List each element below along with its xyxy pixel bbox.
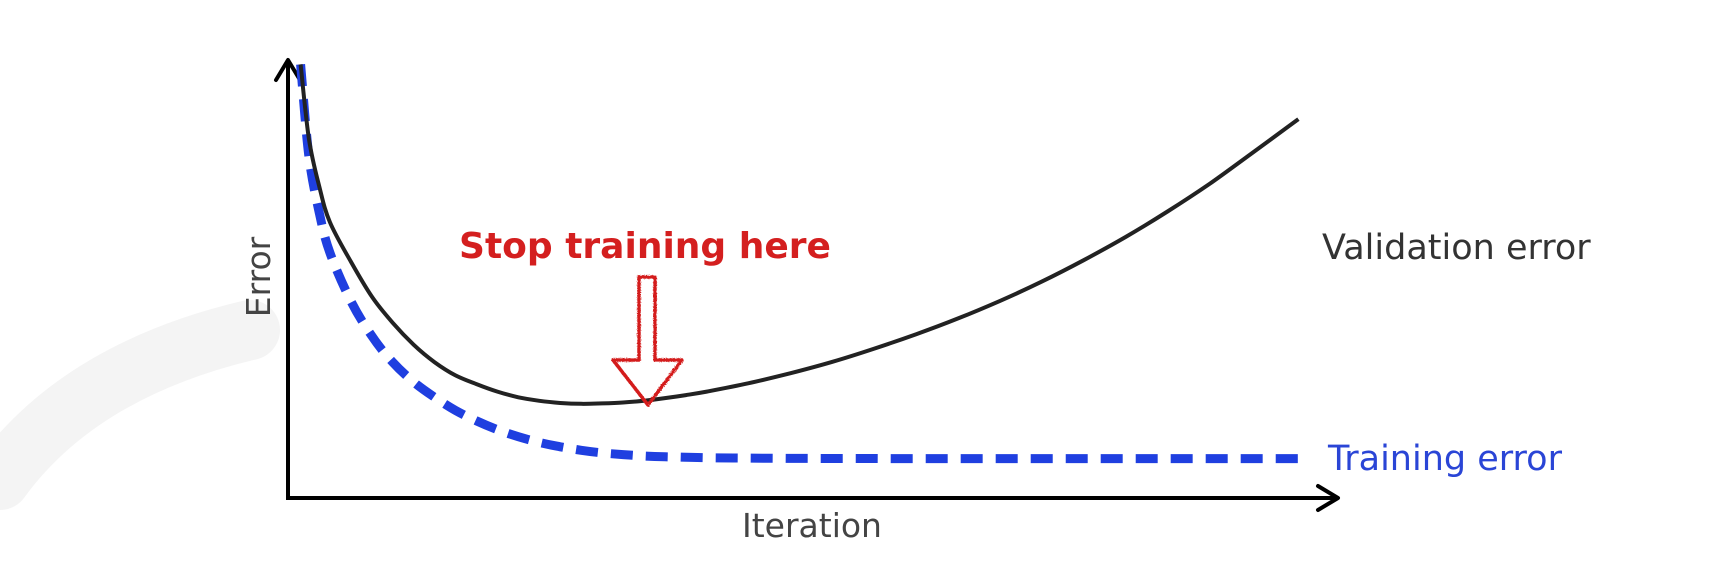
series-line-validation-error (298, 64, 1300, 406)
y-axis-label: Error (239, 236, 278, 317)
background-arc (0, 300, 280, 510)
series-line-training-error (296, 63, 1299, 464)
annotation-group: Stop training here (459, 226, 831, 407)
x-axis-arrowhead (1316, 484, 1340, 512)
y-axis-arrowhead (274, 58, 302, 82)
series-label-training-error: Training error (1327, 439, 1563, 479)
x-axis-label: Iteration (742, 506, 882, 545)
annotation-down-arrow (611, 275, 684, 407)
annotation-stop-training-text: Stop training here (459, 226, 831, 267)
axes (274, 58, 1340, 512)
series-label-validation-error: Validation error (1322, 228, 1591, 268)
